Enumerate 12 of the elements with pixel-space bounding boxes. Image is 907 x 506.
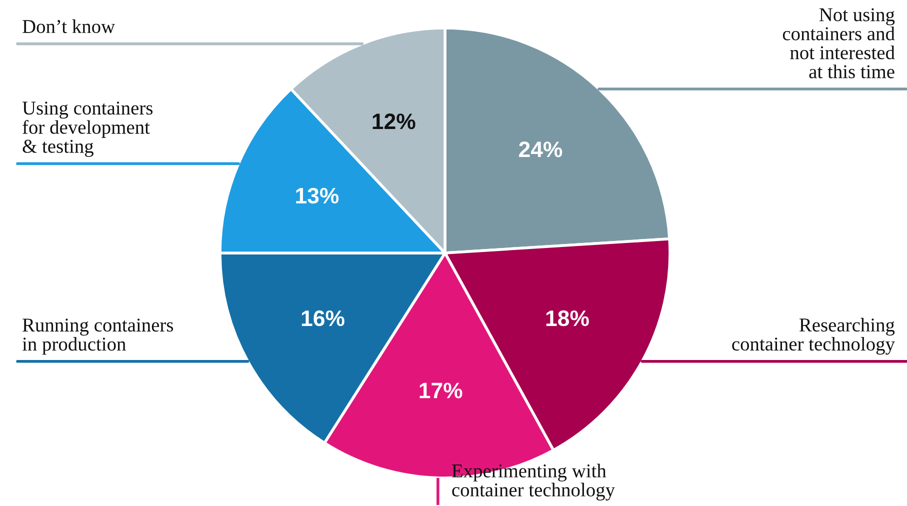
slice-label: Don’t know bbox=[22, 19, 116, 34]
data-label: 16% bbox=[302, 310, 344, 326]
slice-label: Running containers in production bbox=[22, 318, 174, 355]
data-label: 17% bbox=[420, 382, 462, 398]
data-label: 18% bbox=[546, 310, 589, 326]
data-label: 24% bbox=[519, 142, 562, 158]
data-label: 13% bbox=[296, 188, 339, 204]
slice-label: Researching container technology bbox=[732, 318, 895, 355]
slice-label: Using containers for development & testing bbox=[22, 102, 153, 157]
data-label: 12% bbox=[372, 114, 416, 130]
slice-label: Not using containers and not interested at this time bbox=[782, 8, 895, 78]
slice-label: Experimenting with container technology bbox=[452, 464, 615, 500]
